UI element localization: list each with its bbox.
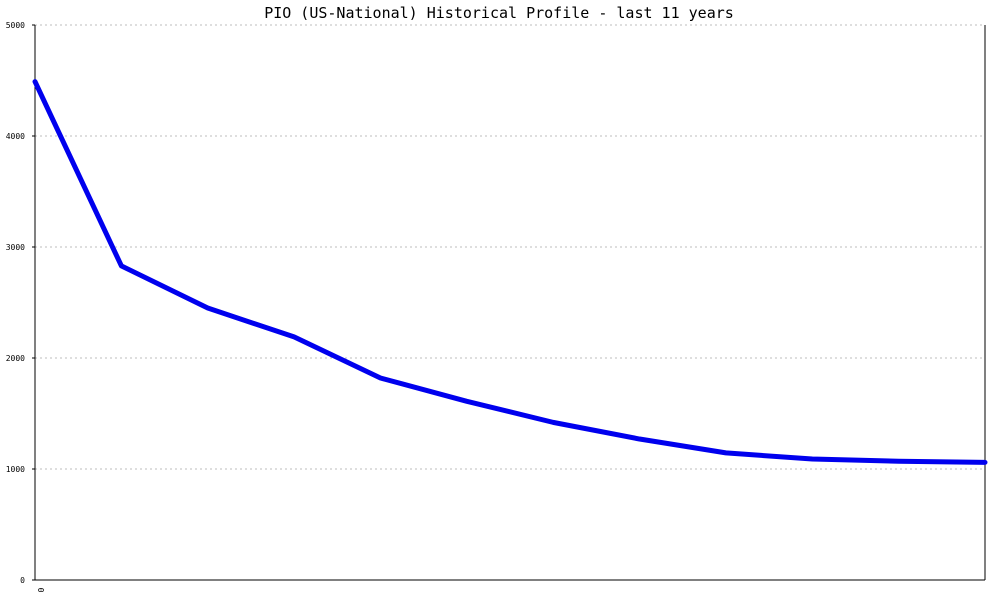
- y-tick-label: 4000: [6, 132, 25, 141]
- y-tick-label: 1000: [6, 465, 25, 474]
- y-tick-labels: 0 1000 2000 3000 4000 5000: [6, 21, 35, 585]
- y-tick-label: 2000: [6, 354, 25, 363]
- y-tick-label: 3000: [6, 243, 25, 252]
- y-tick-label: 0: [20, 576, 25, 585]
- axes: [34, 25, 986, 581]
- x-tick-labels: 0: [36, 588, 45, 593]
- chart-title: PIO (US-National) Historical Profile - l…: [264, 4, 734, 22]
- gridlines: [35, 24, 985, 470]
- y-tick-label: 5000: [6, 21, 25, 30]
- x-tick-label: 0: [36, 588, 45, 593]
- series-group: [32, 79, 988, 465]
- series-line-0: [32, 79, 988, 465]
